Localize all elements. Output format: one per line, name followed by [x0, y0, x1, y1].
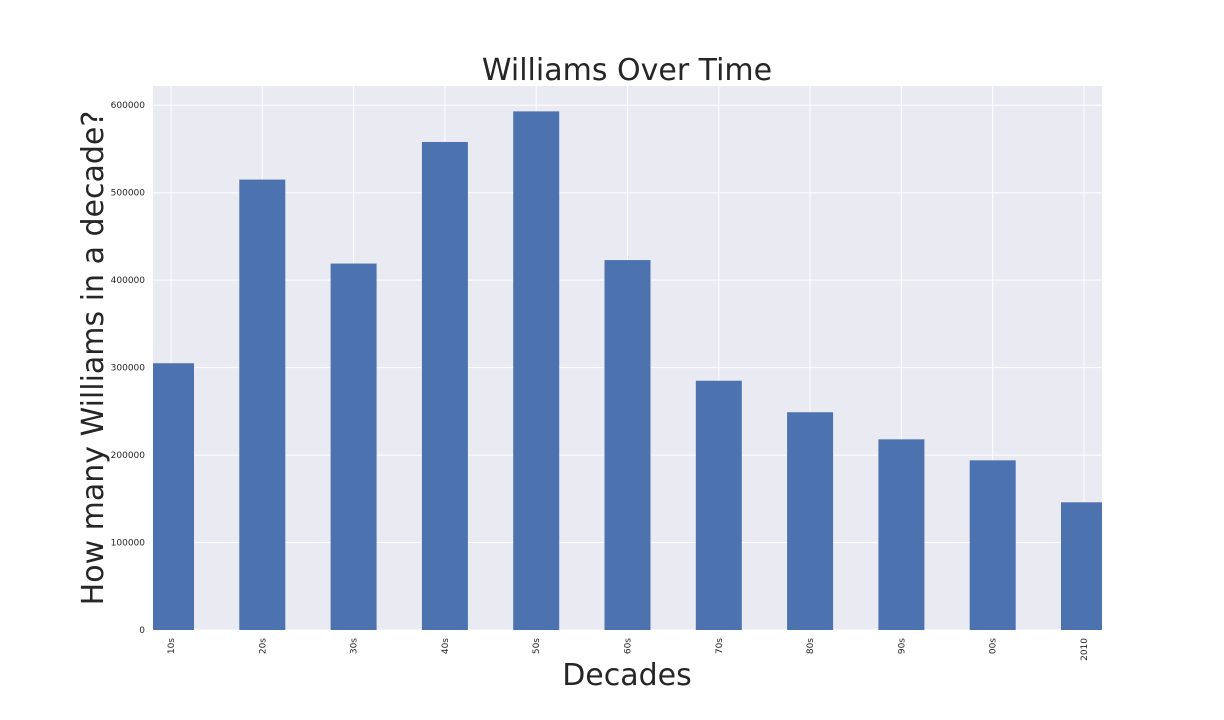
y-tick-label: 200000: [111, 451, 146, 461]
bar-80s: [787, 412, 834, 630]
y-axis-label: How many Williams in a decade?: [76, 111, 111, 606]
y-tick-label: 0: [139, 626, 145, 636]
y-tick-label: 300000: [111, 364, 146, 374]
bar-20s: [239, 179, 286, 630]
y-tick-label: 500000: [111, 189, 146, 199]
x-tick-label: 20s: [258, 638, 268, 654]
x-tick-label: 00s: [989, 638, 999, 654]
x-tick-label: 90s: [897, 638, 907, 654]
y-axis-ticks: 0 100000 200000 300000 400000 500000 600000: [111, 101, 146, 636]
x-axis-label: Decades: [562, 658, 692, 693]
bar-70s: [695, 380, 742, 630]
x-tick-label: 60s: [624, 638, 634, 654]
x-tick-label: 50s: [532, 638, 542, 654]
bar-30s: [330, 263, 377, 630]
bars: [153, 111, 1102, 630]
x-axis-ticks: 10s 20s 30s 40s 50s 60s 70s 80s 90s 00s 2010: [167, 638, 1090, 661]
x-tick-label: 10s: [167, 638, 177, 654]
bar-50s: [513, 111, 560, 630]
x-tick-label: 80s: [806, 638, 816, 654]
bar-40s: [421, 141, 468, 630]
x-tick-label: 40s: [441, 638, 451, 654]
x-tick-label: 30s: [350, 638, 360, 654]
y-tick-label: 600000: [111, 101, 146, 111]
bar-00s: [969, 460, 1016, 630]
bar-60s: [604, 260, 651, 630]
x-tick-label: 2010: [1080, 638, 1090, 661]
y-tick-label: 100000: [111, 539, 146, 549]
chart-title: Williams Over Time: [482, 53, 772, 88]
bar-90s: [878, 439, 925, 630]
bar-10s: [153, 363, 194, 630]
x-tick-label: 70s: [715, 638, 725, 654]
y-tick-label: 400000: [111, 276, 146, 286]
bar-2010: [1061, 502, 1102, 630]
